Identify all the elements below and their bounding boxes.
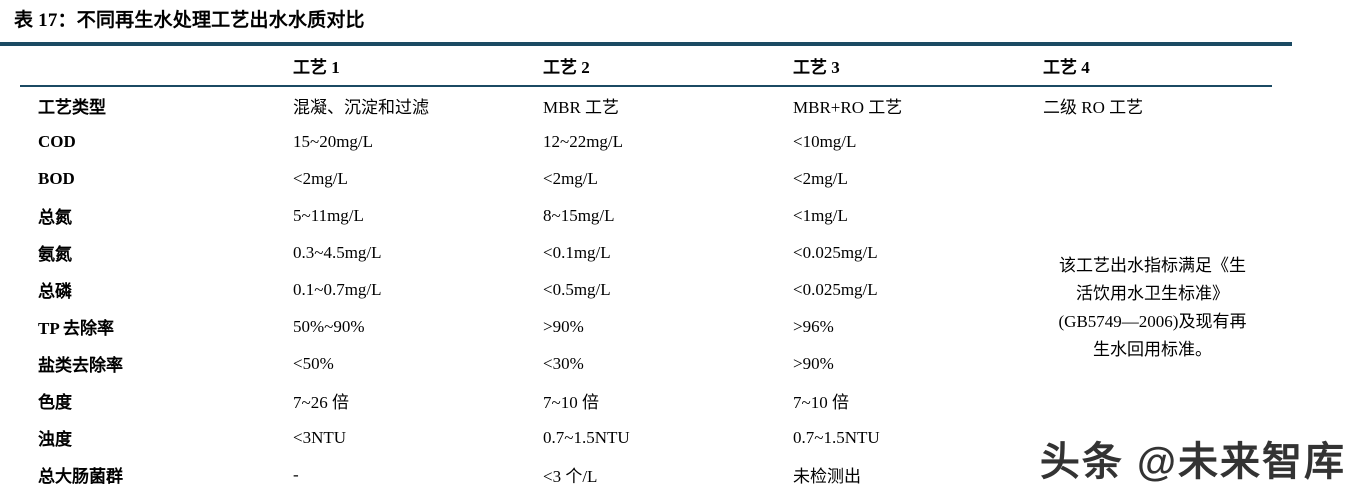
table-cell: <2mg/L (793, 168, 848, 188)
table-cell: 0.7~1.5NTU (543, 427, 630, 447)
table-cell: 0.3~4.5mg/L (293, 242, 382, 262)
table-cell: >96% (793, 316, 834, 336)
table-cell: <0.1mg/L (543, 242, 611, 262)
table-cell: MBR+RO 工艺 (793, 97, 903, 117)
table-title: 表 17：不同再生水处理工艺出水水质对比 (14, 10, 365, 31)
row-label: 色度 (38, 393, 72, 412)
row-label: 盐类去除率 (38, 356, 123, 375)
table-row: 总磷 0.1~0.7mg/L <0.5mg/L <0.025mg/L (20, 271, 1272, 308)
table-row: 色度 7~26 倍 7~10 倍 7~10 倍 (20, 382, 1272, 419)
table-cell: <0.025mg/L (793, 279, 878, 299)
header-cell-empty (20, 46, 293, 87)
row-label: 总大肠菌群 (38, 467, 123, 486)
table-cell (1043, 382, 1272, 419)
table-cell: 7~10 倍 (793, 393, 849, 412)
table-cell: <0.025mg/L (793, 242, 878, 262)
table-cell: 7~26 倍 (293, 393, 349, 412)
row-label: 总磷 (38, 282, 72, 301)
table-cell: <2mg/L (543, 168, 598, 188)
table-row: 总大肠菌群 - <3 个/L 未检测出 (20, 456, 1272, 493)
table-cell: 50%~90% (293, 316, 365, 336)
table-cell: 二级 RO 工艺 (1043, 97, 1144, 117)
table-cell (1043, 160, 1272, 197)
table-cell: 0.7~1.5NTU (793, 427, 880, 447)
table-cell: 15~20mg/L (293, 131, 374, 151)
table-cell: >90% (793, 353, 834, 373)
table-cell: 8~15mg/L (543, 205, 615, 225)
table-row: 氨氮 0.3~4.5mg/L <0.1mg/L <0.025mg/L 该工艺出水指标满足… (20, 234, 1272, 360)
header-cell-process-2: 工艺 2 (543, 46, 793, 87)
table-cell: - (293, 464, 299, 484)
table-row: COD 15~20mg/L 12~22mg/L <10mg/L (20, 123, 1272, 160)
header-row: 工艺 1 工艺 2 工艺 3 工艺 4 (20, 46, 1272, 87)
table-cell: <1mg/L (793, 205, 848, 225)
table-cell: <30% (543, 353, 584, 373)
table-cell: <10mg/L (793, 131, 857, 151)
table-cell: <3NTU (293, 427, 347, 447)
table-row: 浊度 <3NTU 0.7~1.5NTU 0.7~1.5NTU (20, 419, 1272, 456)
table-row: 总氮 5~11mg/L 8~15mg/L <1mg/L (20, 197, 1272, 234)
table-cell: MBR 工艺 (543, 97, 620, 117)
row-label: TP 去除率 (38, 319, 115, 338)
header-cell-process-3: 工艺 3 (793, 46, 1043, 87)
row-label: 总氮 (38, 208, 72, 227)
table-cell: <3 个/L (543, 467, 598, 486)
header-cell-process-1: 工艺 1 (293, 46, 543, 87)
table-cell: 未检测出 (793, 467, 861, 486)
table-cell: 7~10 倍 (543, 393, 599, 412)
table-cell: 0.1~0.7mg/L (293, 279, 382, 299)
table-body: 工艺类型 混凝、沉淀和过滤 MBR 工艺 MBR+RO 工艺 二级 RO 工艺 COD 15… (20, 86, 1272, 493)
table-cell: >90% (543, 316, 584, 336)
table-row: TP 去除率 50%~90% >90% >96% (20, 308, 1272, 345)
row-label: 工艺类型 (38, 97, 106, 117)
title-divider-rule (0, 42, 1292, 46)
table-cell: 12~22mg/L (543, 131, 624, 151)
table-cell (1043, 123, 1272, 160)
table-cell: <0.5mg/L (543, 279, 611, 299)
table-row: 工艺类型 混凝、沉淀和过滤 MBR 工艺 MBR+RO 工艺 二级 RO 工艺 (20, 86, 1272, 123)
table-cell (1043, 197, 1272, 234)
table-cell: 5~11mg/L (293, 205, 364, 225)
process4-note: 该工艺出水指标满足《生活饮用水卫生标准》(GB5749—2006)及现有再生水回… (1058, 256, 1247, 359)
row-label: 氨氮 (38, 245, 72, 264)
watermark: 头条 @未来智库 (1039, 440, 1346, 484)
table-cell: <2mg/L (293, 168, 348, 188)
row-label: 浊度 (38, 430, 72, 449)
table-cell: <50% (293, 353, 334, 373)
table-row: BOD <2mg/L <2mg/L <2mg/L (20, 160, 1272, 197)
header-cell-process-4: 工艺 4 (1043, 46, 1272, 87)
water-quality-table: 工艺 1 工艺 2 工艺 3 工艺 4 工艺类型 混凝、沉淀和过滤 MBR 工艺 MBR+R… (20, 46, 1272, 493)
table-cell: 混凝、沉淀和过滤 (293, 97, 429, 117)
row-label: BOD (38, 168, 75, 188)
row-label: COD (38, 131, 76, 151)
table-row: 盐类去除率 <50% <30% >90% (20, 345, 1272, 382)
